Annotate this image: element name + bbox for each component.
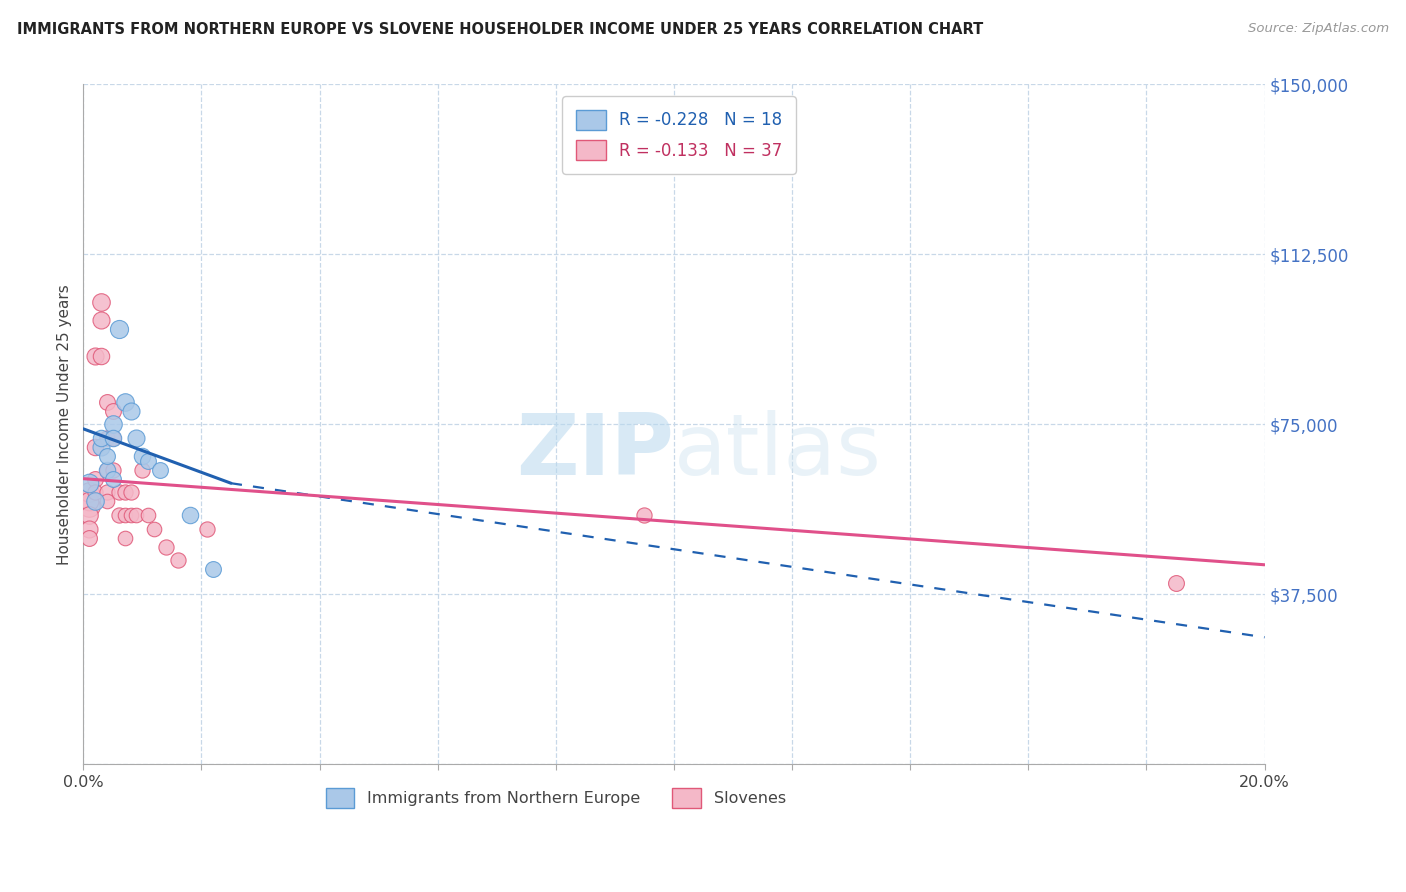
Legend: Immigrants from Northern Europe, Slovenes: Immigrants from Northern Europe, Slovene… <box>319 781 793 814</box>
Point <box>84 472 107 486</box>
Point <box>1164 575 1187 590</box>
Point <box>149 462 172 476</box>
Point <box>101 417 124 432</box>
Point <box>125 508 148 522</box>
Point <box>101 462 124 476</box>
Point <box>195 522 218 536</box>
Point <box>77 508 100 522</box>
Point <box>96 462 118 476</box>
Point <box>202 562 225 576</box>
Point <box>143 522 166 536</box>
Text: IMMIGRANTS FROM NORTHERN EUROPE VS SLOVENE HOUSEHOLDER INCOME UNDER 25 YEARS COR: IMMIGRANTS FROM NORTHERN EUROPE VS SLOVE… <box>17 22 983 37</box>
Text: ZIP: ZIP <box>516 410 673 493</box>
Point <box>77 494 100 508</box>
Point <box>77 531 100 545</box>
Text: atlas: atlas <box>673 410 882 493</box>
Point <box>107 322 129 336</box>
Point <box>84 494 107 508</box>
Text: Source: ZipAtlas.com: Source: ZipAtlas.com <box>1249 22 1389 36</box>
Point <box>96 485 118 500</box>
Point <box>114 485 136 500</box>
Point <box>90 313 112 327</box>
Point <box>84 485 107 500</box>
Point <box>96 431 118 445</box>
Point <box>136 508 159 522</box>
Point <box>107 485 129 500</box>
Point <box>131 449 153 463</box>
Point <box>77 485 100 500</box>
Point <box>90 295 112 310</box>
Point <box>179 508 201 522</box>
Point <box>114 531 136 545</box>
Point <box>101 431 124 445</box>
Point <box>96 494 118 508</box>
Point <box>120 403 142 417</box>
Point <box>107 508 129 522</box>
Point <box>633 508 655 522</box>
Point <box>131 462 153 476</box>
Point <box>90 440 112 454</box>
Point <box>96 449 118 463</box>
Point <box>120 508 142 522</box>
Point <box>90 431 112 445</box>
Point <box>166 553 188 567</box>
Point <box>125 431 148 445</box>
Point <box>155 540 177 554</box>
Point <box>84 440 107 454</box>
Point <box>120 485 142 500</box>
Point <box>101 472 124 486</box>
Point <box>84 349 107 363</box>
Point <box>77 476 100 491</box>
Point <box>101 431 124 445</box>
Point <box>90 349 112 363</box>
Point <box>77 522 100 536</box>
Y-axis label: Householder Income Under 25 years: Householder Income Under 25 years <box>58 284 72 565</box>
Point <box>114 508 136 522</box>
Point <box>77 499 100 513</box>
Point <box>136 453 159 467</box>
Point <box>96 394 118 409</box>
Point <box>114 394 136 409</box>
Point <box>101 403 124 417</box>
Point <box>96 462 118 476</box>
